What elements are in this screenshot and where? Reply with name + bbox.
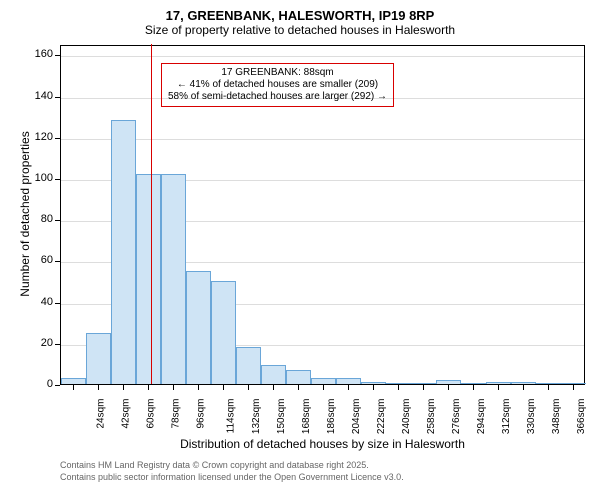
x-tick-label: 312sqm <box>501 399 512 435</box>
y-tick-mark <box>55 303 60 304</box>
bar <box>311 378 336 384</box>
bar <box>61 378 86 384</box>
annotation-line1: 17 GREENBANK: 88sqm <box>168 67 387 79</box>
bar <box>336 378 361 384</box>
bar <box>161 174 186 384</box>
bar <box>186 271 211 384</box>
bar <box>386 383 411 384</box>
y-tick-label: 60 <box>25 254 53 266</box>
x-tick-label: 24sqm <box>95 399 106 429</box>
x-tick-label: 96sqm <box>195 399 206 429</box>
x-tick-mark <box>398 385 399 390</box>
y-tick-label: 40 <box>25 296 53 308</box>
bar <box>136 174 161 384</box>
x-tick-mark <box>248 385 249 390</box>
plot-area: 17 GREENBANK: 88sqm ← 41% of detached ho… <box>60 45 585 385</box>
x-tick-label: 132sqm <box>251 399 262 435</box>
y-tick-label: 80 <box>25 213 53 225</box>
x-tick-mark <box>448 385 449 390</box>
y-tick-label: 0 <box>25 378 53 390</box>
y-tick-mark <box>55 138 60 139</box>
bar <box>536 383 561 384</box>
y-tick-mark <box>55 385 60 386</box>
gridline <box>61 56 584 57</box>
y-tick-mark <box>55 344 60 345</box>
y-tick-mark <box>55 179 60 180</box>
x-tick-mark <box>423 385 424 390</box>
annotation-box: 17 GREENBANK: 88sqm ← 41% of detached ho… <box>161 63 394 107</box>
y-tick-label: 120 <box>25 131 53 143</box>
x-tick-mark <box>98 385 99 390</box>
y-tick-label: 140 <box>25 90 53 102</box>
bar <box>261 365 286 384</box>
chart-title: 17, GREENBANK, HALESWORTH, IP19 8RP <box>0 8 600 23</box>
x-tick-label: 168sqm <box>301 399 312 435</box>
x-tick-mark <box>198 385 199 390</box>
chart-container: 17, GREENBANK, HALESWORTH, IP19 8RP Size… <box>0 0 600 500</box>
x-tick-label: 276sqm <box>451 399 462 435</box>
x-tick-label: 258sqm <box>426 399 437 435</box>
x-tick-mark <box>548 385 549 390</box>
x-tick-mark <box>473 385 474 390</box>
x-tick-mark <box>173 385 174 390</box>
y-tick-mark <box>55 220 60 221</box>
gridline <box>61 139 584 140</box>
annotation-line2: ← 41% of detached houses are smaller (20… <box>168 79 387 91</box>
footer-attribution: Contains HM Land Registry data © Crown c… <box>60 460 404 483</box>
x-tick-label: 330sqm <box>526 399 537 435</box>
bar <box>561 383 586 384</box>
bar <box>286 370 311 384</box>
y-tick-label: 160 <box>25 48 53 60</box>
x-tick-mark <box>323 385 324 390</box>
x-tick-label: 204sqm <box>351 399 362 435</box>
x-tick-mark <box>123 385 124 390</box>
x-tick-mark <box>273 385 274 390</box>
x-tick-mark <box>73 385 74 390</box>
footer-line1: Contains HM Land Registry data © Crown c… <box>60 460 404 472</box>
x-tick-label: 294sqm <box>476 399 487 435</box>
x-tick-mark <box>498 385 499 390</box>
bar <box>411 383 436 384</box>
bar <box>436 380 461 384</box>
x-tick-label: 78sqm <box>170 399 181 429</box>
bar <box>461 383 486 384</box>
x-tick-mark <box>148 385 149 390</box>
annotation-line3: 58% of semi-detached houses are larger (… <box>168 91 387 103</box>
bar <box>236 347 261 384</box>
bar <box>511 382 536 384</box>
bar <box>486 382 511 384</box>
bar <box>361 382 386 384</box>
x-tick-mark <box>223 385 224 390</box>
y-tick-mark <box>55 97 60 98</box>
y-tick-mark <box>55 261 60 262</box>
y-tick-mark <box>55 55 60 56</box>
y-tick-label: 100 <box>25 172 53 184</box>
x-tick-label: 240sqm <box>401 399 412 435</box>
bar <box>86 333 111 385</box>
bar <box>211 281 236 384</box>
x-tick-label: 186sqm <box>326 399 337 435</box>
x-tick-label: 366sqm <box>576 399 587 435</box>
x-tick-label: 114sqm <box>225 399 236 434</box>
reference-line <box>151 44 152 384</box>
x-tick-label: 222sqm <box>376 399 387 435</box>
x-tick-label: 42sqm <box>120 399 131 429</box>
x-axis-label: Distribution of detached houses by size … <box>60 437 585 451</box>
x-tick-label: 60sqm <box>145 399 156 429</box>
x-tick-label: 348sqm <box>551 399 562 435</box>
x-tick-mark <box>373 385 374 390</box>
footer-line2: Contains public sector information licen… <box>60 472 404 484</box>
bar <box>111 120 136 384</box>
x-tick-label: 150sqm <box>276 399 287 435</box>
x-tick-mark <box>523 385 524 390</box>
chart-subtitle: Size of property relative to detached ho… <box>0 23 600 37</box>
x-tick-mark <box>348 385 349 390</box>
y-tick-label: 20 <box>25 337 53 349</box>
x-tick-mark <box>298 385 299 390</box>
x-tick-mark <box>573 385 574 390</box>
